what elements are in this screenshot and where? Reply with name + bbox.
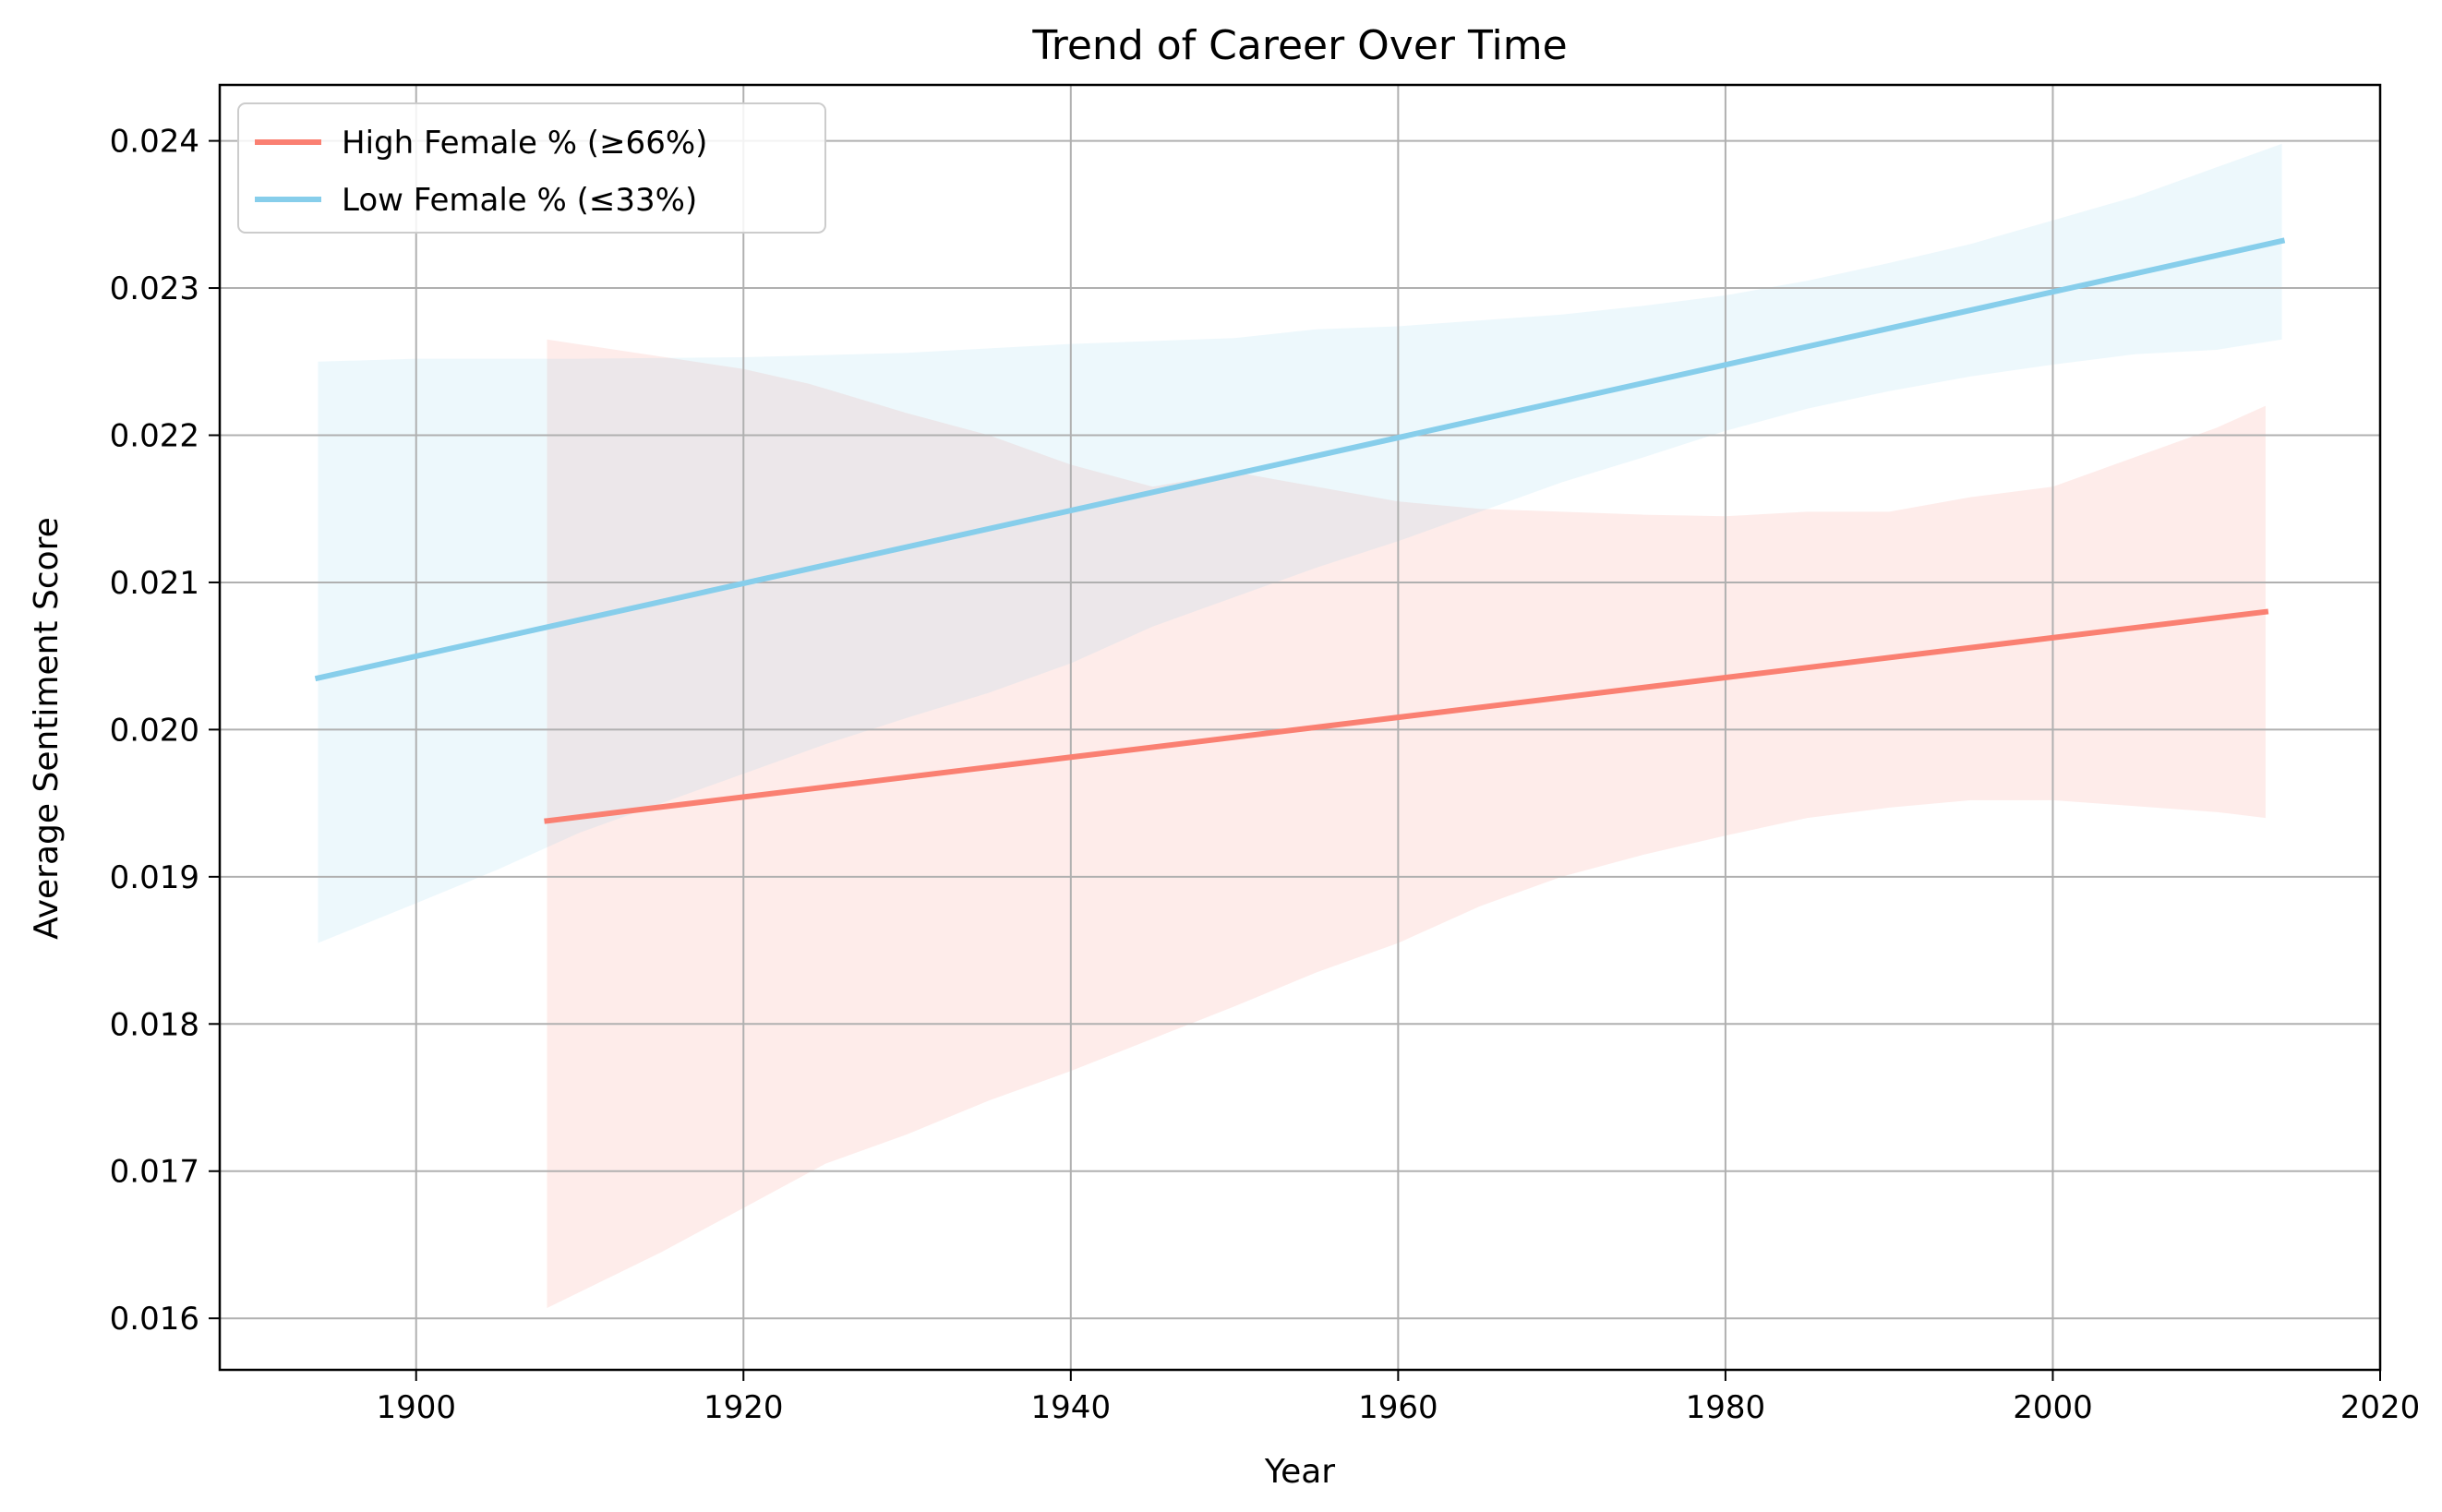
trend-line-2	[314, 237, 2286, 682]
y-tick-label-0.021: 0.021	[110, 565, 199, 602]
x-tick-label-2020: 2020	[2340, 1389, 2421, 1426]
trend-line-1	[544, 608, 2269, 824]
chart-title: Trend of Career Over Time	[1031, 22, 1567, 69]
x-tick-label-1920: 1920	[704, 1389, 784, 1426]
x-tick-label-1900: 1900	[376, 1389, 456, 1426]
legend-box	[237, 102, 826, 234]
axes-frame	[218, 83, 2382, 1372]
y-tick-label-0.016: 0.016	[110, 1301, 199, 1338]
y-tick-label-0.020: 0.020	[110, 712, 199, 749]
legend-label-2: Low Female % (≤33%)	[342, 182, 697, 219]
x-tick-label-2000: 2000	[2013, 1389, 2093, 1426]
x-tick-label-1960: 1960	[1358, 1389, 1438, 1426]
y-tick-label-0.022: 0.022	[110, 417, 199, 454]
x-tick-label-1980: 1980	[1686, 1389, 1766, 1426]
y-tick-label-0.019: 0.019	[110, 859, 199, 896]
legend-label-1: High Female % (≥66%)	[342, 125, 707, 162]
y-tick-label-0.024: 0.024	[110, 124, 199, 161]
plot-area: 1900 1920 1940 1960 1980 2000 2020 0.016 0.017 0.…	[110, 83, 2421, 1426]
x-tick-label-1940: 1940	[1031, 1389, 1112, 1426]
y-tick-label-0.018: 0.018	[110, 1006, 199, 1043]
confidence-band-2	[318, 143, 2282, 943]
y-tick-label-0.023: 0.023	[110, 270, 199, 307]
y-tick-label-0.017: 0.017	[110, 1154, 199, 1191]
y-axis-label: Average Sentiment Score	[28, 517, 66, 940]
x-axis-label: Year	[1264, 1453, 1335, 1491]
